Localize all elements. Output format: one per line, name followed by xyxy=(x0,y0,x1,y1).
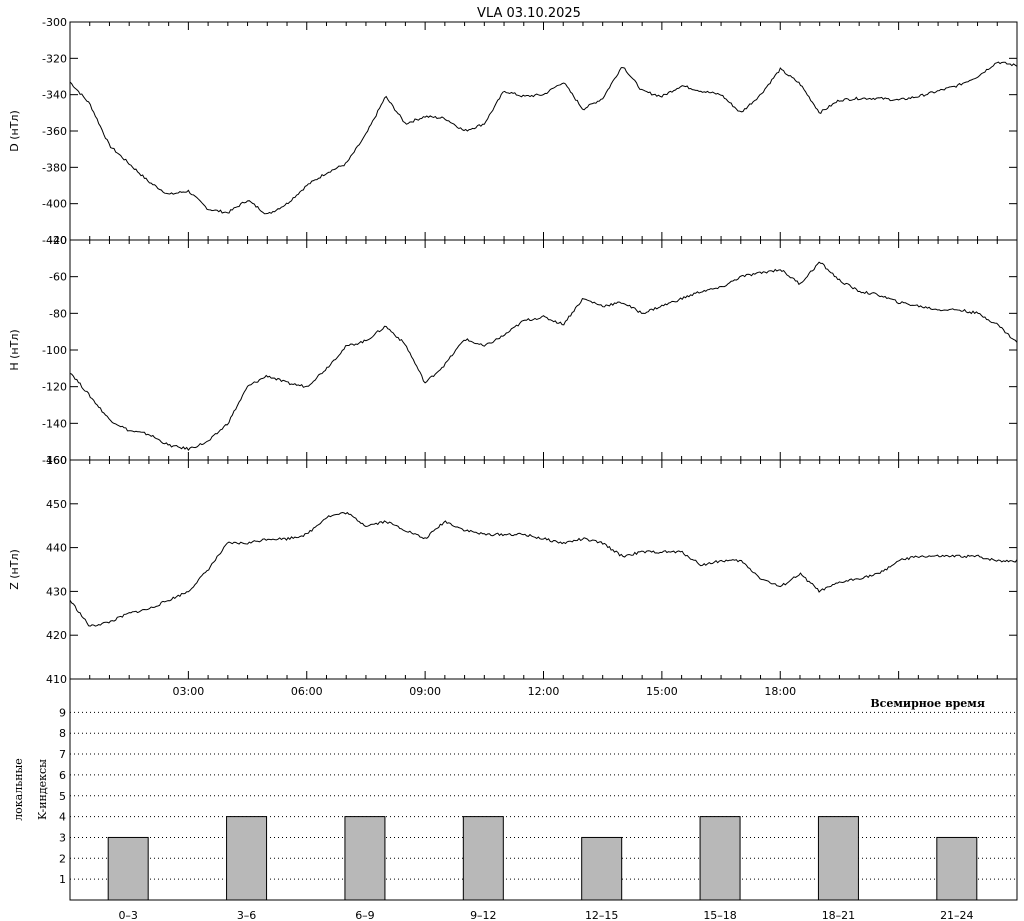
y-tick-label: 410 xyxy=(46,673,67,686)
y-tick-label: 440 xyxy=(46,542,67,555)
y-tick-label: -400 xyxy=(42,198,67,211)
category-label: 3–6 xyxy=(237,909,257,921)
panel-frame xyxy=(69,239,1018,461)
k-index-bar xyxy=(344,816,386,901)
y-tick-label: 3 xyxy=(59,831,66,844)
y-tick-label: 4 xyxy=(59,811,66,824)
y-tick-label: 6 xyxy=(59,769,66,782)
y-tick-label: -360 xyxy=(42,125,67,138)
y-axis-label-secondary: локальные xyxy=(12,758,25,821)
y-tick-label: -40 xyxy=(49,234,67,247)
category-label: 12–15 xyxy=(585,909,619,921)
y-tick-label: -140 xyxy=(42,417,67,430)
y-tick-label: -320 xyxy=(42,52,67,65)
series-line xyxy=(69,261,1018,451)
x-tick-label: 03:00 xyxy=(173,685,205,698)
panel-frame xyxy=(69,21,1018,241)
x-axis-label: Всемирное время xyxy=(870,697,985,710)
y-axis-label: K-индексы xyxy=(36,759,49,820)
y-tick-label: -120 xyxy=(42,381,67,394)
y-tick-label: -60 xyxy=(49,271,67,284)
y-axis-label: D (нТл) xyxy=(8,110,21,152)
series-line xyxy=(69,511,1018,627)
y-tick-label: 430 xyxy=(46,585,67,598)
category-label: 6–9 xyxy=(355,909,375,921)
k-index-bar xyxy=(107,836,149,901)
x-tick-label: 12:00 xyxy=(528,685,560,698)
y-tick-label: 9 xyxy=(59,706,66,719)
panel-frame xyxy=(69,678,1018,901)
y-tick-label: -340 xyxy=(42,89,67,102)
y-tick-label: -380 xyxy=(42,161,67,174)
k-index-bar xyxy=(581,836,623,901)
y-tick-label: -160 xyxy=(42,454,67,467)
figure-title: VLA 03.10.2025 xyxy=(477,6,581,21)
category-label: 18–21 xyxy=(822,909,856,921)
category-label: 15–18 xyxy=(703,909,737,921)
y-tick-label: 8 xyxy=(59,727,66,740)
panel-3: 410 420 430 440 450 460 Z (нТл) xyxy=(8,454,1018,686)
y-axis-label: Z (нТл) xyxy=(8,549,21,590)
y-axis-label: H (нТл) xyxy=(8,329,21,370)
y-tick-label: 450 xyxy=(46,498,67,511)
k-index-bar xyxy=(817,816,859,901)
panel-frame xyxy=(69,459,1018,680)
y-tick-label: -300 xyxy=(42,16,67,29)
y-tick-label: 2 xyxy=(59,852,66,865)
category-label: 9–12 xyxy=(470,909,497,921)
panel-1: -420 -400 -380 -360 -340 -320 -300 D (нТл) xyxy=(8,16,1018,247)
series-line xyxy=(69,61,1018,215)
y-tick-label: 7 xyxy=(59,748,66,761)
k-index-bar xyxy=(936,836,978,901)
x-tick-label: 18:00 xyxy=(764,685,796,698)
k-index-bar xyxy=(226,816,268,901)
y-tick-label: 1 xyxy=(59,873,66,886)
y-tick-label: 5 xyxy=(59,790,66,803)
y-tick-label: -100 xyxy=(42,344,67,357)
x-tick-label: 06:00 xyxy=(291,685,323,698)
k-index-bar xyxy=(462,816,504,901)
k-index-bar xyxy=(699,816,741,901)
y-tick-label: 460 xyxy=(46,454,67,467)
x-tick-label: 15:00 xyxy=(646,685,678,698)
category-label: 21–24 xyxy=(940,909,974,921)
x-tick-label: 09:00 xyxy=(409,685,441,698)
category-label: 0–3 xyxy=(118,909,138,921)
y-tick-label: -80 xyxy=(49,307,67,320)
y-tick-label: -420 xyxy=(42,234,67,247)
k-index-panel: 1 2 3 4 5 6 7 8 9 0–3 3–6 6–9 9–12 12–15 15–18 18–21 21–… xyxy=(12,678,1018,921)
panel-2: -160 -140 -120 -100 -80 -60 -40 H (нТл) xyxy=(8,234,1018,467)
y-tick-label: 420 xyxy=(46,629,67,642)
